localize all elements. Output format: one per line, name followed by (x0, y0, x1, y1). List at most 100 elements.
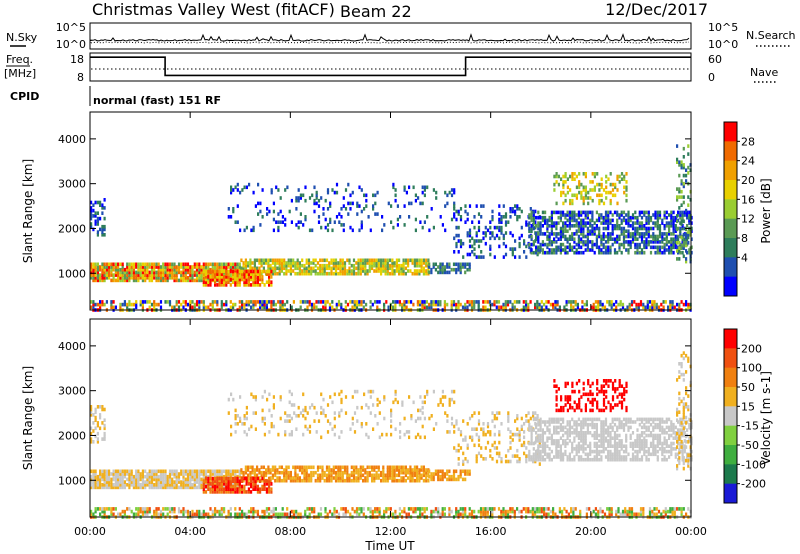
data-cell (420, 261, 423, 265)
data-cell (516, 207, 519, 211)
data-cell (218, 262, 221, 267)
data-cell (262, 465, 265, 470)
y-tick-label: 2000 (58, 222, 86, 235)
data-cell (457, 239, 460, 243)
data-cell (355, 302, 359, 307)
data-cell (389, 473, 392, 478)
data-cell (191, 509, 194, 514)
data-cell (560, 177, 563, 181)
data-cell (435, 196, 438, 200)
data-cell (343, 263, 347, 268)
data-cell (200, 270, 203, 275)
data-cell (639, 300, 643, 304)
data-cell (362, 478, 365, 483)
data-cell (595, 218, 598, 223)
data-cell (575, 185, 578, 190)
data-cell (466, 300, 469, 304)
data-cell (198, 273, 201, 277)
data-cell (189, 278, 192, 283)
data-cell (457, 212, 460, 216)
data-cell (180, 472, 183, 476)
data-cell (402, 266, 405, 271)
data-cell (148, 477, 151, 482)
data-cell (391, 465, 394, 470)
data-cell (310, 266, 313, 271)
data-cell (132, 276, 135, 280)
data-cell (417, 196, 420, 200)
data-cell (261, 302, 264, 307)
data-cell (101, 483, 104, 487)
data-cell (403, 305, 406, 310)
data-cell (153, 276, 156, 280)
data-cell (234, 220, 237, 224)
data-cell (279, 416, 282, 421)
data-cell (450, 302, 453, 307)
data-cell (108, 270, 111, 275)
data-cell (139, 276, 142, 280)
data-cell (471, 244, 474, 249)
data-cell (223, 490, 226, 494)
data-cell (289, 258, 292, 263)
data-cell (211, 487, 214, 491)
data-cell (137, 276, 140, 280)
data-cell (108, 276, 111, 280)
data-cell (214, 507, 217, 511)
data-cell (99, 305, 102, 310)
data-cell (105, 300, 108, 304)
data-cell (375, 476, 378, 480)
data-cell (550, 229, 553, 233)
data-cell (90, 483, 93, 487)
data-cell (457, 267, 460, 272)
data-cell (514, 247, 517, 251)
data-cell (634, 232, 637, 236)
data-cell (489, 252, 492, 257)
data-cell (654, 234, 657, 239)
data-cell (339, 266, 342, 271)
data-cell (504, 305, 507, 310)
data-cell (557, 221, 560, 225)
data-cell (509, 300, 512, 304)
data-cell (685, 259, 688, 264)
data-cell (564, 180, 567, 184)
data-cell (432, 477, 435, 482)
data-cell (250, 277, 253, 282)
data-cell (261, 269, 264, 274)
data-cell (676, 214, 679, 218)
data-cell (372, 207, 375, 211)
data-cell (373, 261, 376, 265)
data-cell (627, 215, 630, 220)
data-cell (453, 212, 456, 216)
data-cell (566, 190, 569, 195)
data-cell (162, 480, 165, 484)
data-cell (668, 224, 671, 228)
data-cell (586, 210, 589, 215)
data-cell (477, 300, 480, 304)
data-cell (598, 198, 601, 203)
data-cell (101, 485, 104, 490)
data-cell (686, 213, 689, 217)
data-cell (491, 217, 494, 222)
data-cell (387, 305, 390, 310)
data-cell (234, 490, 237, 494)
data-cell (365, 302, 368, 307)
data-cell (477, 228, 481, 233)
data-cell (579, 512, 582, 517)
data-cell (604, 218, 608, 223)
data-cell (537, 215, 540, 220)
data-cell (648, 507, 652, 511)
data-cell (371, 509, 374, 514)
data-cell (423, 509, 426, 514)
data-cell (177, 485, 181, 490)
data-cell (629, 224, 632, 228)
data-cell (155, 278, 158, 283)
data-cell (126, 270, 129, 275)
data-cell (543, 512, 546, 517)
data-cell (522, 300, 525, 304)
data-cell (448, 509, 451, 514)
data-cell (240, 468, 243, 472)
data-cell (90, 265, 93, 269)
data-cell (223, 509, 226, 514)
data-cell (437, 472, 440, 476)
data-cell (227, 207, 230, 211)
data-cell (532, 213, 535, 217)
